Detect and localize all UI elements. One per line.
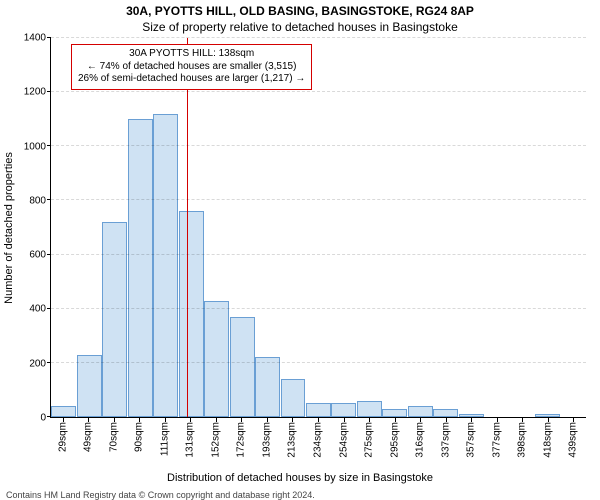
bar (128, 119, 153, 417)
x-axis-ticks: 29sqm 49sqm 70sqm 90sqm 111sqm 131sqm 152sqm 17… (50, 418, 586, 472)
x-axis-label: Distribution of detached houses by size … (0, 472, 600, 484)
bar (204, 301, 229, 417)
x-tick-label: 193sqm (261, 422, 272, 458)
x-tick-label: 152sqm (210, 422, 221, 458)
y-tick-mark (47, 145, 51, 146)
y-tick-mark (47, 91, 51, 92)
y-tick-mark (47, 199, 51, 200)
bar (382, 409, 407, 417)
gridline (51, 308, 586, 309)
bar (459, 414, 484, 417)
y-tick-label: 1400 (24, 33, 46, 44)
y-tick-mark (47, 37, 51, 38)
x-tick-label: 111sqm (159, 422, 170, 456)
bar (77, 355, 102, 417)
bar (331, 403, 356, 417)
bar (357, 401, 382, 417)
y-tick-label: 200 (29, 358, 46, 369)
gridline (51, 91, 586, 92)
y-tick-label: 800 (29, 195, 46, 206)
y-tick-mark (47, 362, 51, 363)
y-tick-label: 1200 (24, 87, 46, 98)
plot-area: 30A PYOTTS HILL: 138sqm← 74% of detached… (50, 38, 586, 418)
bar (306, 403, 331, 417)
page-title: 30A, PYOTTS HILL, OLD BASING, BASINGSTOK… (0, 0, 600, 18)
annotation-box: 30A PYOTTS HILL: 138sqm← 74% of detached… (71, 44, 312, 90)
x-tick-label: 316sqm (415, 422, 426, 458)
bar (51, 406, 76, 417)
y-axis-ticks: 0200400600800100012001400 (18, 38, 50, 418)
bar (408, 406, 433, 417)
x-tick-label: 398sqm (517, 422, 528, 458)
x-tick-label: 295sqm (389, 422, 400, 458)
gridline (51, 37, 586, 38)
bars-layer (51, 38, 586, 417)
y-axis-label: Number of detached properties (3, 152, 15, 304)
plot-row: Number of detached properties 0200400600… (0, 38, 600, 418)
plot-area-col: 30A PYOTTS HILL: 138sqm← 74% of detached… (50, 38, 586, 418)
y-tick-mark (47, 416, 51, 417)
x-tick-label: 439sqm (568, 422, 579, 458)
bar (255, 357, 280, 417)
gridline (51, 254, 586, 255)
x-tick-label: 70sqm (108, 422, 119, 452)
bar (179, 211, 204, 417)
gridline (51, 145, 586, 146)
x-tick-label: 234sqm (313, 422, 324, 458)
bar (281, 379, 306, 417)
bar (433, 409, 458, 417)
annotation-line: 26% of semi-detached houses are larger (… (78, 73, 305, 86)
bar (230, 317, 255, 417)
gridline (51, 199, 586, 200)
annotation-line: ← 74% of detached houses are smaller (3,… (78, 61, 305, 74)
x-tick-label: 337sqm (440, 422, 451, 458)
bar (102, 222, 127, 417)
chart-container: 30A, PYOTTS HILL, OLD BASING, BASINGSTOK… (0, 0, 600, 500)
x-tick-label: 254sqm (338, 422, 349, 458)
chart-subtitle: Size of property relative to detached ho… (0, 18, 600, 38)
x-tick-label: 172sqm (236, 422, 247, 458)
y-tick-label: 600 (29, 250, 46, 261)
y-axis-label-col: Number of detached properties (0, 38, 18, 418)
bar (153, 114, 178, 417)
bar (535, 414, 560, 417)
annotation-line: 30A PYOTTS HILL: 138sqm (78, 48, 305, 61)
footer-line-1: Contains HM Land Registry data © Crown c… (6, 490, 594, 500)
x-tick-label: 357sqm (466, 422, 477, 458)
x-tick-label: 29sqm (57, 422, 68, 452)
y-tick-label: 1000 (24, 141, 46, 152)
y-tick-mark (47, 254, 51, 255)
x-tick-label: 49sqm (83, 422, 94, 452)
y-tick-label: 400 (29, 304, 46, 315)
x-tick-label: 213sqm (287, 422, 298, 458)
gridline (51, 362, 586, 363)
x-tick-label: 377sqm (491, 422, 502, 458)
marker-line (187, 38, 188, 417)
footer: Contains HM Land Registry data © Crown c… (0, 484, 600, 500)
y-tick-mark (47, 308, 51, 309)
y-tick-label: 0 (40, 413, 46, 424)
x-tick-label: 418sqm (542, 422, 553, 458)
x-tick-label: 90sqm (134, 422, 145, 452)
x-tick-label: 131sqm (185, 422, 196, 458)
x-tick-label: 275sqm (364, 422, 375, 458)
